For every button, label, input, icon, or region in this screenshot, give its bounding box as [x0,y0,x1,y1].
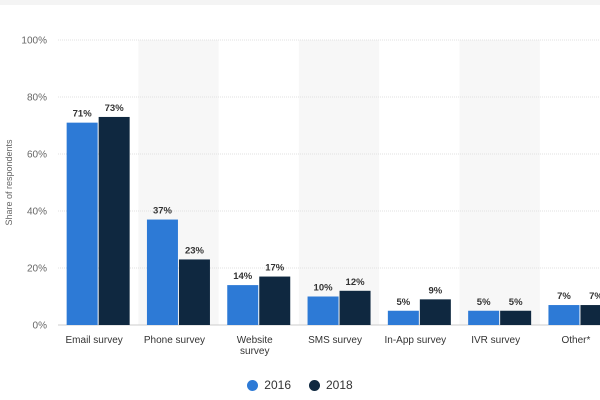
legend-item-2018[interactable]: 2018 [309,378,353,392]
data-label: 5% [509,297,523,308]
data-label: 71% [73,109,93,120]
bar-2016-0[interactable] [66,122,98,326]
bar-2016-2[interactable] [227,285,259,325]
x-category-label: IVR survey [471,335,520,346]
legend-label-2016: 2016 [264,378,291,392]
data-label: 7% [557,291,571,302]
bar-2016-1[interactable] [146,219,178,325]
y-tick-label: 60% [27,150,47,161]
legend-item-2016[interactable]: 2016 [247,378,291,392]
data-label: 7% [589,291,600,302]
bar-2018-0[interactable] [98,116,130,325]
data-label: 5% [477,297,491,308]
top-strip [0,0,600,5]
legend-swatch-2016 [247,379,259,391]
y-tick-label: 40% [27,207,47,218]
bar-2018-4[interactable] [419,299,451,325]
bar-2018-6[interactable] [580,305,600,325]
data-label: 37% [153,206,173,217]
legend-label-2018: 2018 [326,378,353,392]
bar-2016-3[interactable] [307,296,339,326]
x-category-label: survey [240,346,269,357]
x-category-label: Email survey [66,335,123,346]
x-category-label: Website [237,335,273,346]
chart-legend: 2016 2018 [0,378,600,392]
y-tick-label: 0% [33,321,48,332]
x-category-label: Other* [561,335,590,346]
data-label: 23% [185,245,205,256]
x-category-label: SMS survey [308,335,362,346]
bar-2018-1[interactable] [178,259,210,325]
bar-2016-6[interactable] [548,305,580,325]
category-band [298,40,380,325]
data-label: 9% [428,285,442,296]
data-label: 14% [233,271,253,282]
y-tick-label: 20% [27,264,47,275]
x-category-label: Phone survey [144,335,205,346]
data-label: 5% [396,297,410,308]
bar-2018-3[interactable] [339,290,371,325]
data-label: 17% [265,263,285,274]
x-category-label: In-App survey [384,335,446,346]
data-label: 73% [105,103,125,114]
y-tick-label: 80% [27,93,47,104]
y-axis-title: Share of respondents [4,139,14,226]
category-band [459,40,540,325]
legend-swatch-2018 [309,379,320,391]
data-label: 12% [346,277,366,288]
y-tick-label: 100% [21,36,47,47]
data-label: 10% [314,283,334,294]
bar-2018-2[interactable] [259,276,291,325]
bar-2016-4[interactable] [387,310,419,325]
bar-2016-5[interactable] [468,310,500,325]
bar-2018-5[interactable] [500,310,532,325]
